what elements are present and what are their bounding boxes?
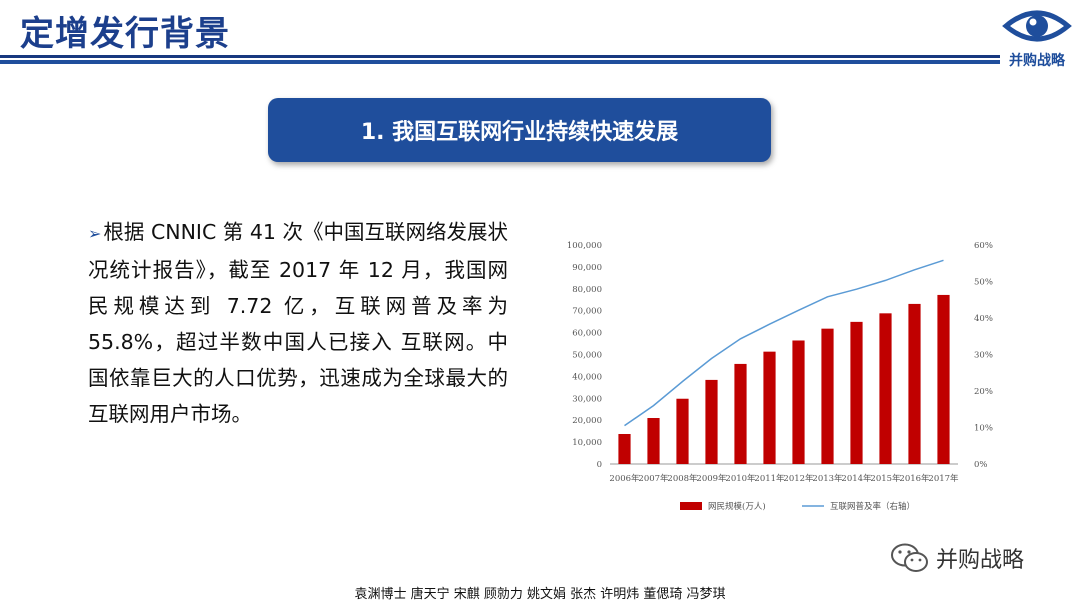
bullet-text: 根据 CNNIC 第 41 次《中国互联网络发展状况统计报告》，截至 2017 … [88,220,508,426]
y-right-tick-label: 60% [974,241,993,251]
internet-users-chart: 0 10,000 20,000 30,000 40,000 50,000 60,000 70,… [567,241,993,512]
y-right-tick-label: 30% [974,351,993,361]
x-tick-label: 2006年 [609,473,640,484]
x-tick-label: 2017年 [928,473,959,484]
watermark: 并购战略 [890,540,1024,576]
header-rule-top [0,55,1000,58]
x-tick-label: 2015年 [870,473,901,484]
eye-icon [1002,10,1072,42]
y-left-tick-label: 0 [597,460,602,470]
bullet-arrow-icon: ➢ [88,224,102,243]
bar [734,363,747,464]
x-tick-label: 2010年 [725,473,756,484]
penetration-rate-line [624,259,944,427]
bar [821,328,834,464]
y-left-tick-label: 70,000 [572,307,602,317]
banner-text: 1. 我国互联网行业持续快速发展 [360,120,679,145]
y-left-tick-label: 90,000 [572,263,602,273]
y-right-tick-label: 40% [974,314,993,324]
x-tick-label: 2009年 [696,473,727,484]
x-tick-label: 2011年 [754,473,785,484]
x-tick-label: 2007年 [638,473,669,484]
header-rule [0,60,1000,64]
x-tick-label: 2008年 [667,473,698,484]
logo-text: 并购战略 [1009,53,1065,69]
bullet-paragraph: ➢根据 CNNIC 第 41 次《中国互联网络发展状况统计报告》，截至 2017… [88,214,508,432]
y-left-tick-label: 60,000 [572,329,602,339]
bar [763,351,776,464]
y-left-tick-label: 20,000 [572,416,602,426]
bar [618,433,631,464]
y-right-tick-label: 20% [974,387,993,397]
legend-label-line: 互联网普及率（右轴） [830,501,915,512]
x-tick-label: 2014年 [841,473,872,484]
y-left-tick-label: 50,000 [572,351,602,361]
y-right-tick-label: 50% [974,278,993,288]
x-tick-label: 2016年 [899,473,930,484]
logo: 并购战略 [998,4,1076,70]
y-right-tick-label: 0% [974,460,988,470]
x-tick-label: 2013年 [812,473,843,484]
y-left-tick-label: 80,000 [572,285,602,295]
header: 定增发行背景 并购战略 [0,0,1080,69]
bar [937,294,950,464]
legend-swatch-bar [680,502,702,510]
y-left-tick-label: 40,000 [572,372,602,382]
bar [705,379,718,464]
wechat-icon [891,543,928,572]
x-tick-label: 2012年 [783,473,814,484]
footer-authors: 袁渊博士 唐天宁 宋麒 顾勍力 姚文娟 张杰 许明炜 董偲琦 冯梦琪 [354,587,726,602]
y-left-tick-label: 100,000 [567,241,602,251]
y-left-tick-label: 30,000 [572,394,602,404]
bar [676,398,689,464]
bar [908,303,921,464]
y-left-tick-label: 10,000 [572,438,602,448]
watermark-text: 并购战略 [936,548,1025,573]
page-title: 定增发行背景 [20,14,230,54]
bar [879,313,892,464]
y-right-tick-label: 10% [974,424,993,434]
bar [792,340,805,464]
section-banner: 1. 我国互联网行业持续快速发展 [268,98,771,162]
bar [647,418,660,464]
bar [850,321,863,464]
legend-label-bar: 网民规模(万人) [708,501,766,512]
